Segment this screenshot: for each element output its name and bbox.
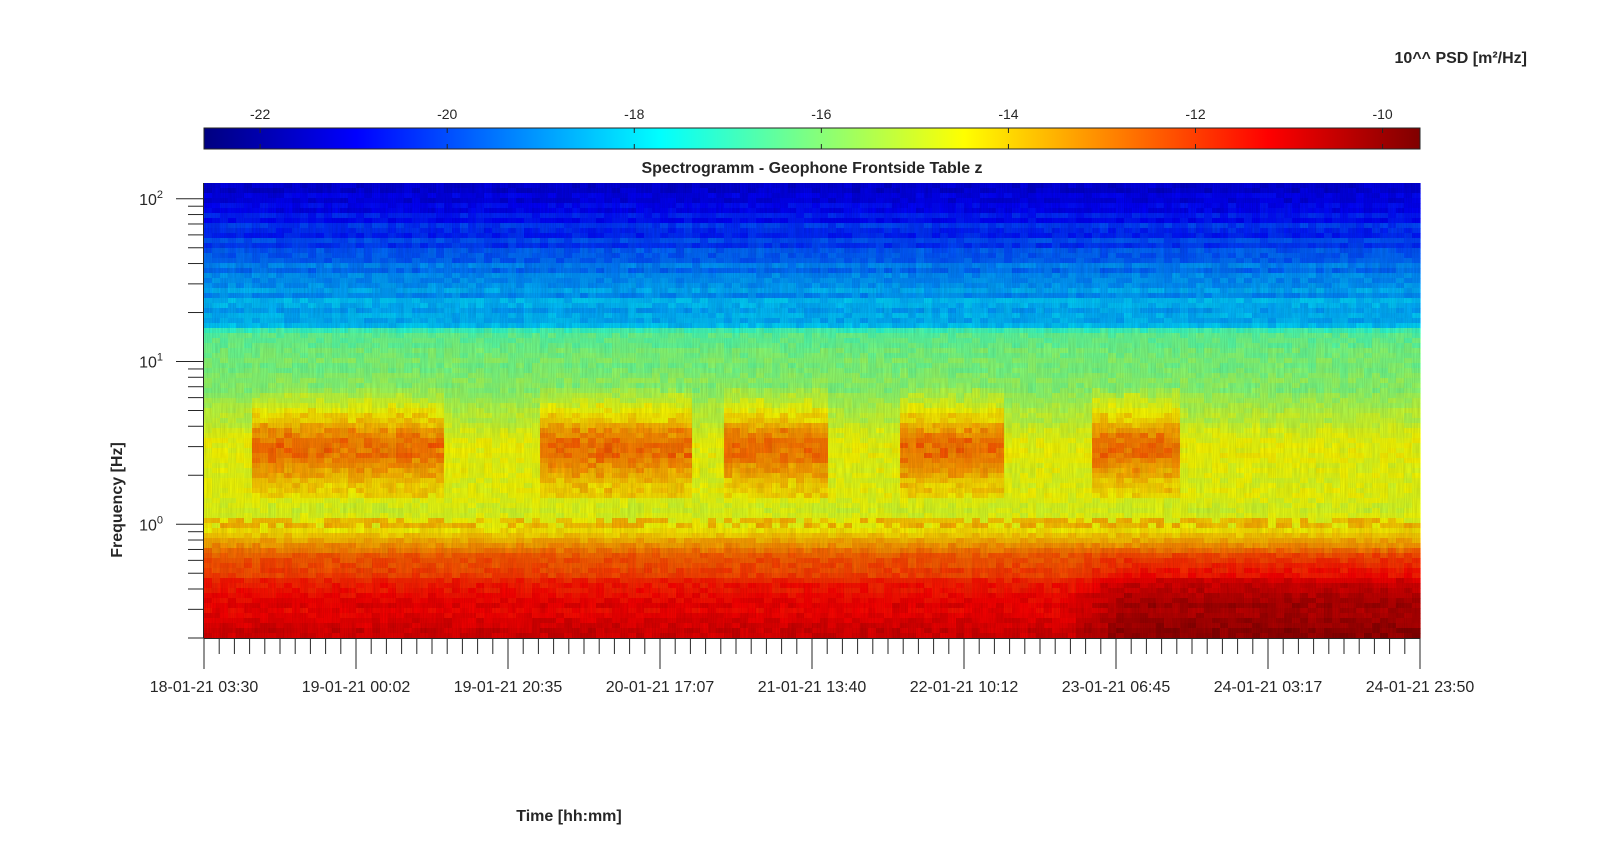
colorbar-tick-label: -12 <box>1185 106 1205 122</box>
colorbar-tick-label: -18 <box>624 106 644 122</box>
colorbar-tick-label: -20 <box>437 106 457 122</box>
colorbar-tick-label: -14 <box>998 106 1018 122</box>
plot-area <box>204 183 1421 639</box>
colorbar-tick-label: -10 <box>1372 106 1392 122</box>
colorbar-ticks: -22 -20 -18 -16 -14 -12 -10 <box>250 106 1393 149</box>
colorbar-tick-label: -22 <box>250 106 270 122</box>
colorbar-label: 10^^ PSD [m²/Hz] <box>1395 50 1527 67</box>
colorbar-gradient <box>203 127 1421 150</box>
chart-title: Spectrogramm - Geophone Frontside Table … <box>641 160 982 177</box>
colorbar: -22 -20 -18 -16 -14 -12 -10 <box>203 106 1421 150</box>
colorbar-tick-label: -16 <box>811 106 831 122</box>
